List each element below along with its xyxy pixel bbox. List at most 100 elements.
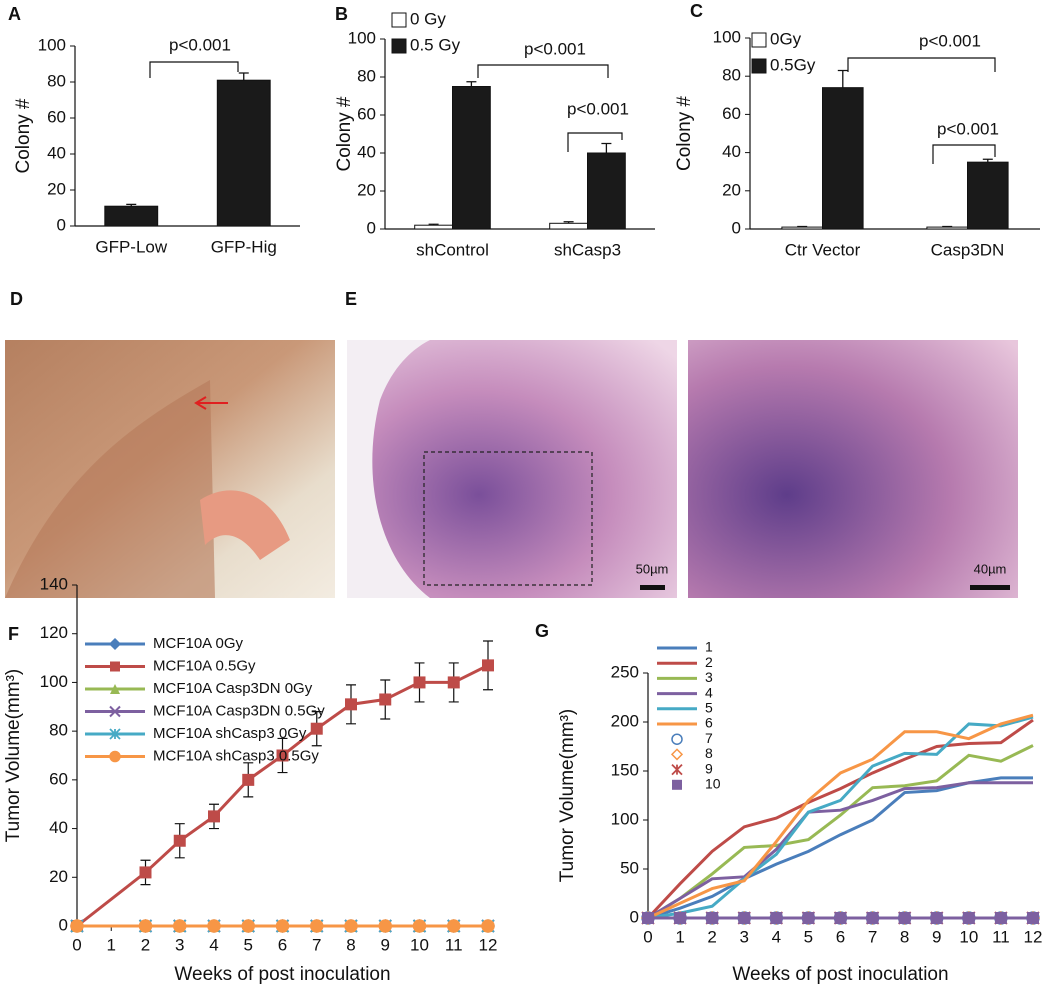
marker <box>994 912 1007 924</box>
marker <box>173 834 186 847</box>
legend-label: MCF10A shCasp3 0Gy <box>153 725 307 742</box>
error-bar <box>563 221 574 224</box>
x-tick-label: Casp3DN <box>931 240 1005 259</box>
mouse-body <box>5 380 215 598</box>
annotation: p<0.001 <box>567 99 629 118</box>
marker <box>378 919 392 933</box>
x-tick-label: 1 <box>107 935 116 954</box>
x-tick-label: 4 <box>209 935 218 954</box>
marker <box>738 912 751 924</box>
y-tick-label: 40 <box>357 142 376 161</box>
y-tick-label: 100 <box>611 809 639 828</box>
y-tick-label: 40 <box>47 143 66 162</box>
panel-label: F <box>8 624 19 644</box>
y-tick-label: 0 <box>59 915 68 934</box>
legend-label: 2 <box>705 654 713 670</box>
marker <box>770 912 783 924</box>
legend-label: 0.5Gy <box>770 55 816 74</box>
zoom-box <box>423 451 593 586</box>
marker <box>242 773 255 786</box>
x-tick-label: 3 <box>740 927 749 946</box>
y-tick-label: 0 <box>367 218 376 237</box>
arrow-head <box>194 396 207 410</box>
x-tick-label: 2 <box>707 927 716 946</box>
x-tick-label: 8 <box>900 927 909 946</box>
y-tick-label: 80 <box>357 66 376 85</box>
y-tick-label: 140 <box>40 574 68 593</box>
x-tick-label: 8 <box>346 935 355 954</box>
scale-bar <box>970 585 1010 590</box>
legend-label: 10 <box>705 776 721 792</box>
x-tick-label: shCasp3 <box>554 240 621 259</box>
y-tick-label: 80 <box>722 66 741 85</box>
x-tick-label: 11 <box>445 935 463 954</box>
x-tick-label: 12 <box>479 935 498 954</box>
bar <box>926 226 969 230</box>
marker <box>110 661 120 672</box>
marker <box>930 912 943 924</box>
y-tick-label: 150 <box>611 760 639 779</box>
legend-label: 0 Gy <box>410 9 446 28</box>
series-line <box>647 715 1034 920</box>
series-line <box>647 744 1034 920</box>
x-tick-label: 7 <box>312 935 321 954</box>
histology-image <box>347 340 677 598</box>
y-tick-label: 60 <box>49 769 68 788</box>
series-line <box>646 718 1034 920</box>
x-tick-label: GFP-Low <box>95 237 168 256</box>
marker <box>379 693 392 706</box>
scale-label: 50µm <box>636 561 669 576</box>
scale-bar <box>640 585 665 590</box>
y-tick-label: 100 <box>40 672 68 691</box>
y-axis-title: Tumor Volume(mm³) <box>3 669 24 842</box>
marker <box>109 728 121 740</box>
annotation: p<0.001 <box>524 39 586 58</box>
y-axis-title: Tumor Volume(mm³) <box>557 709 578 882</box>
bar <box>781 226 824 230</box>
error-bar <box>837 69 848 88</box>
marker <box>962 912 975 924</box>
bar <box>967 161 1009 230</box>
y-tick-label: 20 <box>722 180 741 199</box>
y-tick-label: 80 <box>47 71 66 90</box>
marker <box>412 919 427 933</box>
panel-label: A <box>8 4 21 24</box>
x-tick-label: 7 <box>868 927 877 946</box>
y-axis-title: Colony # <box>674 96 695 171</box>
legend-label: MCF10A 0Gy <box>153 635 244 652</box>
bar <box>104 205 159 227</box>
error-bar <box>797 225 808 228</box>
marker <box>208 810 220 823</box>
legend-label: 0Gy <box>770 29 802 48</box>
panel-label: G <box>535 621 549 641</box>
marker <box>70 919 84 933</box>
legend-label: MCF10A Casp3DN 0.5Gy <box>153 702 325 719</box>
y-tick-label: 100 <box>348 28 376 47</box>
marker <box>173 919 187 933</box>
error-bar <box>601 142 612 153</box>
marker <box>447 919 461 933</box>
y-tick-label: 0 <box>630 907 639 926</box>
x-tick-label: 9 <box>932 927 941 946</box>
y-tick-label: 20 <box>49 867 68 886</box>
annotation: p<0.001 <box>169 35 231 54</box>
marker <box>671 763 683 776</box>
marker <box>706 912 719 924</box>
marker <box>109 705 121 718</box>
bar <box>414 224 454 230</box>
mouse-paw <box>200 490 290 560</box>
y-axis-title: Colony # <box>13 98 34 173</box>
marker <box>310 919 324 933</box>
y-tick-label: 60 <box>357 104 376 123</box>
error-bar <box>982 158 993 163</box>
legend-label: MCF10A 0.5Gy <box>153 657 256 674</box>
legend-label: 6 <box>705 715 713 731</box>
marker <box>670 748 684 761</box>
x-tick-label: 3 <box>175 935 184 954</box>
marker <box>310 722 323 735</box>
y-tick-label: 20 <box>47 179 66 198</box>
y-tick-label: 40 <box>722 142 741 161</box>
legend-swatch <box>391 12 407 28</box>
legend-label: 9 <box>705 760 713 776</box>
